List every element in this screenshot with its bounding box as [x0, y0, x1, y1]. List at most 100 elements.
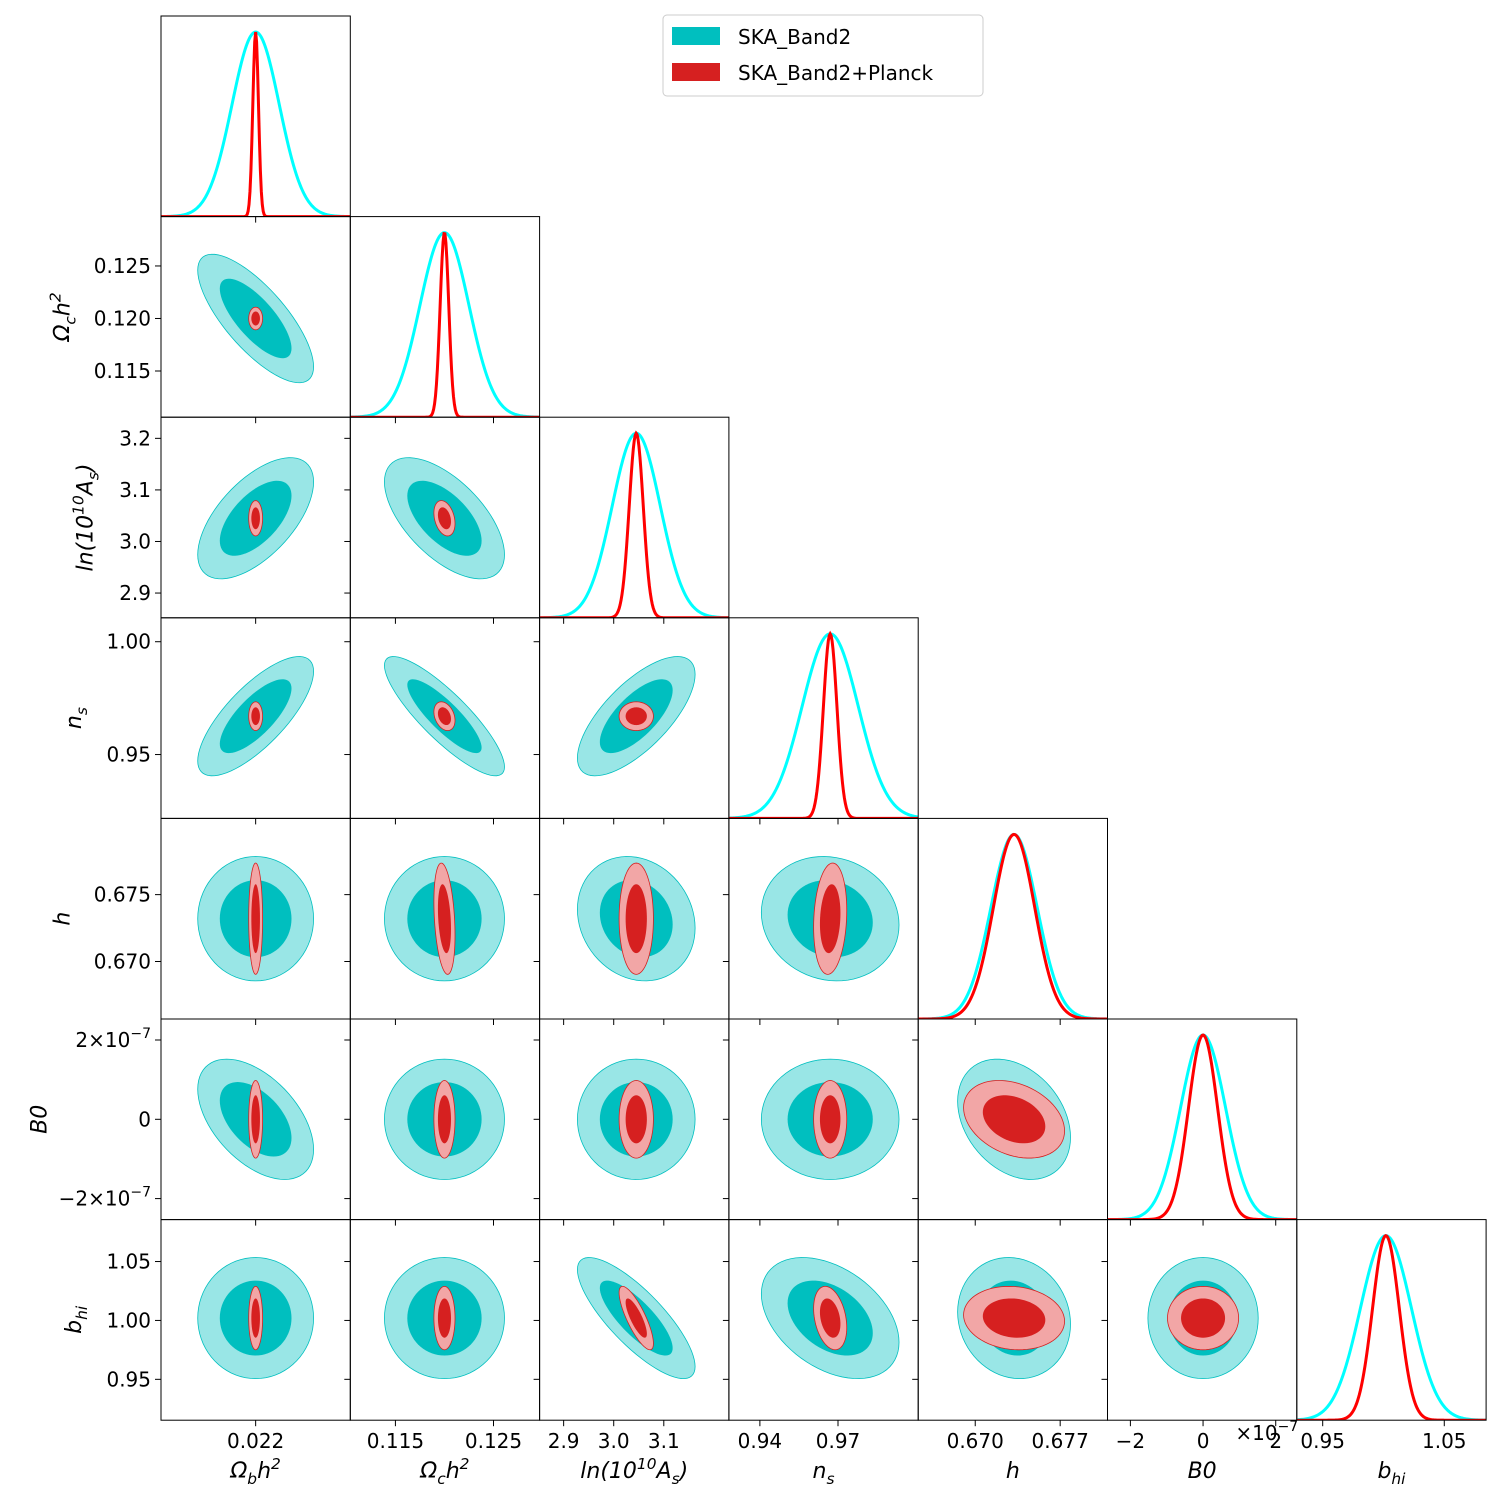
x-axis-label: Ωch2	[419, 1455, 469, 1488]
x-tick-label: 0.94	[738, 1429, 783, 1453]
contour-68	[437, 1298, 451, 1338]
contour-panel	[760, 1058, 900, 1180]
contour-panel	[577, 1257, 696, 1380]
contour-panel	[197, 656, 314, 777]
panel-frame	[1107, 1018, 1298, 1221]
contour-68	[625, 707, 647, 726]
x-tick-label: 0.97	[816, 1429, 861, 1453]
y-tick-label: 0.125	[94, 254, 151, 278]
marginal-curve	[161, 30, 351, 217]
x-axis-label: ln(1010As)	[580, 1455, 688, 1488]
y-axis-label: Ωch2	[47, 292, 80, 342]
marginal-curve	[350, 231, 540, 418]
y-axis-label: ns	[62, 707, 91, 729]
x-axis-label: B0	[1188, 1459, 1217, 1484]
y-tick-label: −2×10−7	[59, 1185, 151, 1211]
y-tick-label: 1.00	[106, 630, 151, 654]
x-tick-label: 2.9	[548, 1429, 580, 1453]
contour-panel	[760, 1257, 900, 1380]
contour-68	[819, 1095, 841, 1144]
y-tick-label: 0	[138, 1107, 151, 1131]
contour-68	[1181, 1298, 1226, 1338]
x-tick-label: 0.677	[1032, 1429, 1089, 1453]
x-tick-label: 0	[1197, 1429, 1210, 1453]
contour-68	[437, 707, 451, 726]
panel-frame	[917, 817, 1109, 1020]
contour-68	[437, 1095, 451, 1144]
contour-68	[625, 884, 647, 954]
marginal-curve	[539, 430, 729, 618]
y-tick-label: 0.670	[94, 949, 151, 973]
contour-panel	[197, 1257, 314, 1380]
legend-label: SKA_Band2	[738, 25, 851, 49]
x-tick-label: −2	[1116, 1429, 1145, 1453]
y-tick-label: 0.675	[94, 883, 151, 907]
contour-68	[625, 1298, 647, 1338]
y-tick-label: 1.00	[106, 1308, 151, 1332]
contour-panel	[197, 1058, 314, 1180]
marginal-curve	[350, 231, 540, 418]
contour-panel	[197, 457, 314, 580]
contour-panel	[760, 856, 900, 982]
y-tick-label: 2×10−7	[75, 1026, 151, 1052]
y-tick-label: 0.115	[94, 359, 151, 383]
marginal-panel	[1296, 1234, 1487, 1421]
marginal-curve	[918, 832, 1108, 1020]
contour-68	[251, 1095, 260, 1144]
marginal-curve	[728, 630, 919, 819]
contour-68	[982, 1298, 1046, 1338]
y-tick-label: 1.05	[106, 1250, 151, 1274]
marginal-curve	[161, 31, 351, 217]
contour-panel	[957, 1058, 1071, 1180]
contour-panel	[384, 856, 505, 982]
marginal-panel	[161, 30, 351, 217]
marginal-curve	[918, 832, 1108, 1020]
contour-68	[251, 707, 260, 726]
marginal-curve	[1296, 1234, 1487, 1421]
legend-label: SKA_Band2+Planck	[738, 61, 934, 85]
contour-panel	[1147, 1257, 1259, 1380]
marginal-panel	[1107, 1033, 1297, 1220]
y-tick-label: 3.0	[119, 529, 151, 553]
contour-panel	[197, 856, 314, 982]
legend-swatch	[672, 27, 720, 45]
contour-68	[437, 884, 451, 954]
y-tick-label: 3.1	[119, 478, 151, 502]
y-tick-label: 2.9	[119, 581, 151, 605]
contour-68	[251, 884, 260, 954]
contour-panel	[197, 253, 314, 384]
x-tick-label: 0.670	[947, 1429, 1004, 1453]
x-axis-label: ns	[813, 1459, 835, 1488]
x-offset-label: ×10−7	[1235, 1419, 1298, 1445]
marginal-panel	[350, 231, 540, 418]
contour-68	[251, 1298, 260, 1338]
y-axis-label: bhi	[62, 1305, 91, 1334]
marginal-curve	[728, 632, 919, 819]
marginal-panel	[728, 630, 919, 819]
y-axis-label: ln(1010As)	[70, 464, 103, 572]
marginal-curve	[1107, 1033, 1297, 1220]
contour-68	[437, 507, 451, 530]
contour-panel	[384, 457, 505, 580]
x-tick-label: 0.95	[1300, 1429, 1345, 1453]
x-axis-label: bhi	[1377, 1459, 1406, 1488]
x-tick-label: 3.0	[598, 1429, 630, 1453]
x-tick-label: 3.1	[648, 1429, 680, 1453]
contour-panel	[384, 1058, 505, 1180]
contour-panel	[577, 856, 696, 982]
contour-68	[625, 1095, 647, 1144]
panel-frame	[1296, 1219, 1487, 1421]
x-tick-label: 1.05	[1422, 1429, 1467, 1453]
contour-panel	[577, 656, 696, 777]
contour-panel	[957, 1257, 1071, 1380]
y-tick-label: 0.120	[94, 306, 151, 330]
contour-panel	[577, 1058, 696, 1180]
marginal-panel	[918, 832, 1108, 1020]
y-tick-label: 3.2	[119, 426, 151, 450]
x-axis-label: h	[1006, 1459, 1020, 1484]
contour-68	[982, 1095, 1046, 1144]
legend-swatch	[672, 63, 720, 81]
x-tick-label: 2	[1269, 1429, 1282, 1453]
contour-68	[251, 311, 260, 326]
